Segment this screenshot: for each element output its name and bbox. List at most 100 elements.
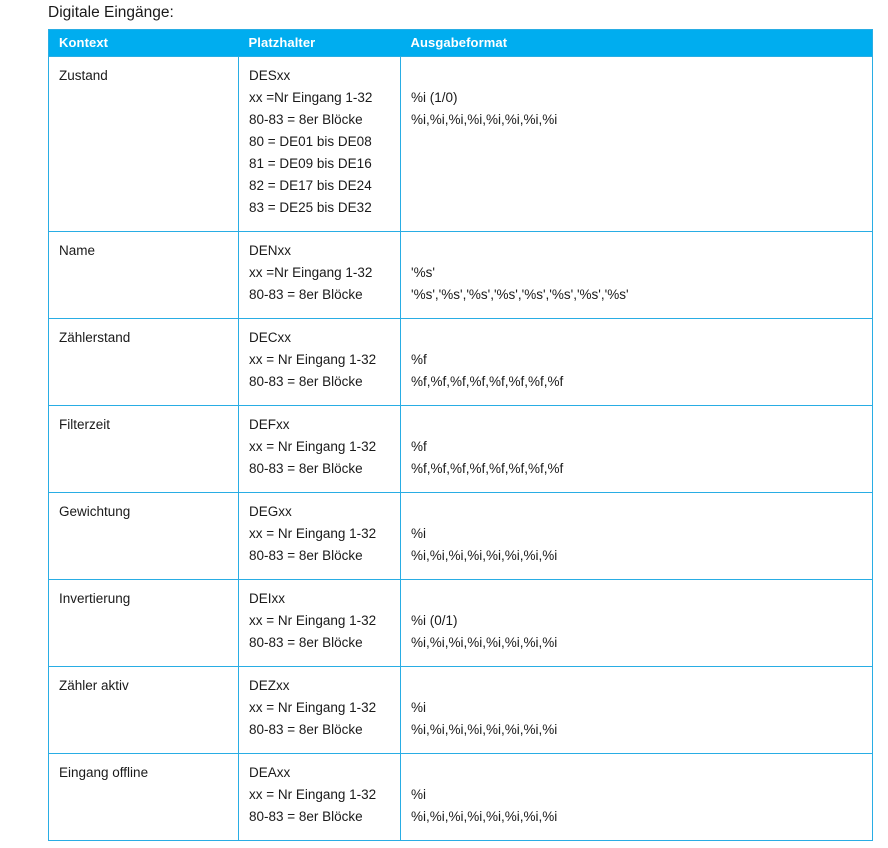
cell-ausgabeformat: %i %i,%i,%i,%i,%i,%i,%i,%i [400,492,873,580]
cell-kontext: Zählerstand [48,318,239,406]
ausgabeformat-line: %i,%i,%i,%i,%i,%i,%i,%i [411,722,558,737]
platzhalter-line: DEGxx [249,504,292,519]
ausgabeformat-lines: %f %f,%f,%f,%f,%f,%f,%f,%f [411,414,862,480]
ausgabeformat-line: %i [411,700,427,715]
platzhalter-line: 83 = DE25 bis DE32 [249,200,372,215]
cell-ausgabeformat: %f %f,%f,%f,%f,%f,%f,%f,%f [400,405,873,493]
cell-ausgabeformat: %i %i,%i,%i,%i,%i,%i,%i,%i [400,753,873,841]
table-row: Zähler aktiv DEZxx xx = Nr Eingang 1-32 80-… [48,666,873,754]
ausgabeformat-lines: %i (0/1) %i,%i,%i,%i,%i,%i,%i,%i [411,588,862,654]
cell-platzhalter: DEAxx xx = Nr Eingang 1-32 80-83 = 8er Blö… [238,753,401,841]
platzhalter-line: 80-83 = 8er Blöcke [249,461,363,476]
ausgabeformat-lines: %i %i,%i,%i,%i,%i,%i,%i,%i [411,501,862,567]
platzhalter-lines: DEGxx xx = Nr Eingang 1-32 80-83 = 8er Blö… [249,501,390,567]
platzhalter-line: xx = Nr Eingang 1-32 [249,700,377,715]
spec-table-wrapper: Kontext Platzhalter Ausgabeformat Zustan… [48,29,873,841]
table-header-row: Kontext Platzhalter Ausgabeformat [48,29,873,57]
platzhalter-line: 80-83 = 8er Blöcke [249,287,363,302]
kontext-label: Zähler aktiv [59,678,129,693]
ausgabeformat-line: %i,%i,%i,%i,%i,%i,%i,%i [411,809,558,824]
ausgabeformat-line: '%s' [411,265,435,280]
ausgabeformat-line: %i,%i,%i,%i,%i,%i,%i,%i [411,635,558,650]
cell-ausgabeformat: %i (1/0) %i,%i,%i,%i,%i,%i,%i,%i [400,56,873,232]
ausgabeformat-line: %i [411,787,427,802]
digital-inputs-table: Kontext Platzhalter Ausgabeformat Zustan… [48,29,873,841]
platzhalter-lines: DESxx xx =Nr Eingang 1-32 80-83 = 8er Blöc… [249,65,390,219]
platzhalter-line: xx = Nr Eingang 1-32 [249,613,377,628]
kontext-label: Filterzeit [59,417,111,432]
platzhalter-line: xx =Nr Eingang 1-32 [249,265,373,280]
ausgabeformat-lines: %i (1/0) %i,%i,%i,%i,%i,%i,%i,%i [411,65,862,131]
kontext-label: Name [59,243,96,258]
table-row: Zustand DESxx xx =Nr Eingang 1-32 80-83 = 8… [48,56,873,232]
ausgabeformat-line: %f [411,352,427,367]
kontext-label: Invertierung [59,591,131,606]
ausgabeformat-line: %f [411,439,427,454]
platzhalter-line: xx =Nr Eingang 1-32 [249,90,373,105]
ausgabeformat-line: %f,%f,%f,%f,%f,%f,%f,%f [411,374,564,389]
platzhalter-lines: DEAxx xx = Nr Eingang 1-32 80-83 = 8er Blö… [249,762,390,828]
table-row: Eingang offline DEAxx xx = Nr Eingang 1-32… [48,753,873,841]
ausgabeformat-line: %i,%i,%i,%i,%i,%i,%i,%i [411,112,558,127]
table-row: Invertierung DEIxx xx = Nr Eingang 1-32 80-… [48,579,873,667]
platzhalter-line: 80-83 = 8er Blöcke [249,374,363,389]
ausgabeformat-lines: %i %i,%i,%i,%i,%i,%i,%i,%i [411,762,862,828]
platzhalter-line: 80-83 = 8er Blöcke [249,548,363,563]
table-head: Kontext Platzhalter Ausgabeformat [48,29,873,57]
cell-platzhalter: DESxx xx =Nr Eingang 1-32 80-83 = 8er Blöc… [238,56,401,232]
ausgabeformat-line: %f,%f,%f,%f,%f,%f,%f,%f [411,461,564,476]
platzhalter-line: 80-83 = 8er Blöcke [249,722,363,737]
platzhalter-line: DEZxx [249,678,290,693]
cell-platzhalter: DEIxx xx = Nr Eingang 1-32 80-83 = 8er Blö… [238,579,401,667]
kontext-label: Gewichtung [59,504,131,519]
platzhalter-line: 80 = DE01 bis DE08 [249,134,372,149]
cell-kontext: Zähler aktiv [48,666,239,754]
ausgabeformat-lines: %i %i,%i,%i,%i,%i,%i,%i,%i [411,675,862,741]
cell-ausgabeformat: %i (0/1) %i,%i,%i,%i,%i,%i,%i,%i [400,579,873,667]
platzhalter-lines: DEFxx xx = Nr Eingang 1-32 80-83 = 8er Blö… [249,414,390,480]
table-row: Zählerstand DECxx xx = Nr Eingang 1-32 80-8… [48,318,873,406]
platzhalter-line: xx = Nr Eingang 1-32 [249,787,377,802]
page-title: Digitale Eingänge: [48,4,174,21]
ausgabeformat-lines: '%s' '%s','%s','%s','%s','%s','%s','%s','… [411,240,862,306]
platzhalter-line: DEFxx [249,417,290,432]
cell-ausgabeformat: '%s' '%s','%s','%s','%s','%s','%s','%s','… [400,231,873,319]
kontext-label: Zählerstand [59,330,131,345]
cell-kontext: Zustand [48,56,239,232]
platzhalter-line: DECxx [249,330,292,345]
column-header-kontext: Kontext [48,29,239,57]
column-header-ausgabeformat: Ausgabeformat [400,29,873,57]
platzhalter-lines: DECxx xx = Nr Eingang 1-32 80-83 = 8er Blö… [249,327,390,393]
platzhalter-line: 80-83 = 8er Blöcke [249,112,363,127]
ausgabeformat-line: %i (0/1) [411,613,458,628]
cell-ausgabeformat: %i %i,%i,%i,%i,%i,%i,%i,%i [400,666,873,754]
platzhalter-line: DESxx [249,68,291,83]
ausgabeformat-line: %i [411,526,427,541]
platzhalter-line: xx = Nr Eingang 1-32 [249,526,377,541]
platzhalter-line: 81 = DE09 bis DE16 [249,156,372,171]
ausgabeformat-lines: %f %f,%f,%f,%f,%f,%f,%f,%f [411,327,862,393]
platzhalter-line: xx = Nr Eingang 1-32 [249,352,377,367]
cell-platzhalter: DEFxx xx = Nr Eingang 1-32 80-83 = 8er Blö… [238,405,401,493]
cell-platzhalter: DECxx xx = Nr Eingang 1-32 80-83 = 8er Blö… [238,318,401,406]
platzhalter-lines: DENxx xx =Nr Eingang 1-32 80-83 = 8er Blöc… [249,240,390,306]
cell-kontext: Name [48,231,239,319]
platzhalter-line: 82 = DE17 bis DE24 [249,178,372,193]
table-row: Gewichtung DEGxx xx = Nr Eingang 1-32 80-83… [48,492,873,580]
cell-kontext: Invertierung [48,579,239,667]
cell-platzhalter: DENxx xx =Nr Eingang 1-32 80-83 = 8er Blöc… [238,231,401,319]
column-header-platzhalter: Platzhalter [238,29,401,57]
platzhalter-line: 80-83 = 8er Blöcke [249,635,363,650]
platzhalter-line: xx = Nr Eingang 1-32 [249,439,377,454]
kontext-label: Eingang offline [59,765,149,780]
table-row: Filterzeit DEFxx xx = Nr Eingang 1-32 80-83… [48,405,873,493]
platzhalter-lines: DEZxx xx = Nr Eingang 1-32 80-83 = 8er Blö… [249,675,390,741]
cell-kontext: Eingang offline [48,753,239,841]
ausgabeformat-line: %i,%i,%i,%i,%i,%i,%i,%i [411,548,558,563]
kontext-label: Zustand [59,68,108,83]
table-row: Name DENxx xx =Nr Eingang 1-32 80-83 = 8er … [48,231,873,319]
cell-platzhalter: DEGxx xx = Nr Eingang 1-32 80-83 = 8er Blö… [238,492,401,580]
table-body: Zustand DESxx xx =Nr Eingang 1-32 80-83 = 8… [48,56,873,841]
ausgabeformat-line: %i (1/0) [411,90,458,105]
